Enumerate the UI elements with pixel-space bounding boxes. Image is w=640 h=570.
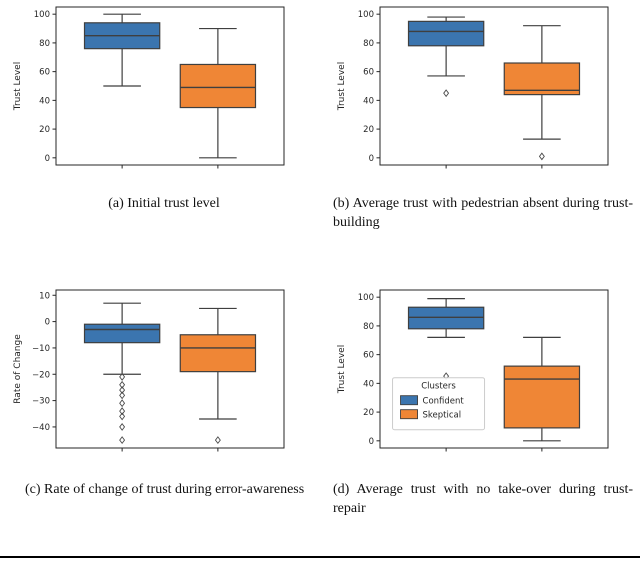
y-axis-label: Trust Level <box>337 345 347 394</box>
y-tick-label: 60 <box>363 68 374 78</box>
y-tick-label: 0 <box>369 437 374 447</box>
y-axis-label: Rate of Change <box>13 334 23 404</box>
outlier-diamond-confident <box>119 436 126 445</box>
outlier-diamond-skeptical <box>214 436 221 445</box>
outlier-diamond-confident <box>119 391 126 400</box>
y-tick-label: 80 <box>363 39 374 49</box>
boxplot-trust-no-takeover: 0 20 40 60 80 100 Trust Level Clusters Confident… <box>337 289 609 452</box>
y-tick-label: 20 <box>363 408 374 418</box>
y-tick-label: 20 <box>363 125 374 135</box>
outlier-diamond-confident <box>119 372 126 381</box>
y-tick-label: 60 <box>363 351 374 361</box>
y-axis-label: Trust Level <box>337 62 347 111</box>
outlier-diamond-confident <box>443 89 450 98</box>
outlier-diamond-confident <box>119 412 126 421</box>
outlier-diamond-confident <box>119 386 126 395</box>
legend-swatch-confident <box>400 395 418 406</box>
page-bottom-rule <box>0 556 640 558</box>
y-tick-label: 0 <box>45 154 50 164</box>
outlier-diamond-confident <box>119 399 126 408</box>
y-tick-label: −40 <box>32 423 50 433</box>
y-tick-label: 100 <box>358 10 374 20</box>
y-tick-label: 10 <box>39 291 50 301</box>
plot-frame <box>55 289 285 449</box>
y-tick-label: 40 <box>363 379 374 389</box>
y-tick-label: 0 <box>369 154 374 164</box>
y-tick-label: 100 <box>34 10 50 20</box>
y-tick-label: −20 <box>32 370 50 380</box>
legend-swatch-skeptical <box>400 409 418 420</box>
y-tick-label: 80 <box>363 322 374 332</box>
box-skeptical <box>503 365 581 429</box>
y-tick-label: 40 <box>39 96 50 106</box>
y-tick-label: 60 <box>39 68 50 78</box>
outlier-diamond-confident <box>119 380 126 389</box>
y-axis-label: Trust Level <box>13 62 23 111</box>
caption-c: (c) Rate of change of trust during error… <box>25 482 305 497</box>
y-tick-label: −30 <box>32 397 50 407</box>
plot-frame <box>55 6 285 166</box>
box-confident <box>407 306 485 330</box>
outlier-diamond-skeptical <box>538 152 545 161</box>
y-tick-label: 20 <box>39 125 50 135</box>
caption-a: (a) Initial trust level <box>108 196 220 211</box>
y-tick-label: 40 <box>363 96 374 106</box>
box-confident <box>407 20 485 47</box>
boxplot-trust-pedestrian-absent: 0 20 40 60 80 100 Trust Level <box>337 6 609 169</box>
box-confident <box>83 323 161 344</box>
outlier-diamond-confident <box>119 407 126 416</box>
plot-frame <box>379 289 609 449</box>
y-tick-label: 80 <box>39 39 50 49</box>
y-tick-label: 0 <box>45 318 50 328</box>
y-tick-label: 100 <box>358 293 374 303</box>
plot-frame <box>379 6 609 166</box>
legend-label-skeptical: Skeptical <box>423 411 462 421</box>
legend-label-confident: Confident <box>423 397 465 407</box>
subplot-a: 0 20 40 60 80 100 Trust Level <box>6 2 291 179</box>
subplot-c: 10 0 −10 −20 −30 −40 Rate of Change <box>6 285 291 462</box>
boxplot-initial-trust: 0 20 40 60 80 100 Trust Level <box>13 6 285 169</box>
caption-d: (d) Average trust with no take-over duri… <box>333 482 633 517</box>
boxplot-rate-of-change: 10 0 −10 −20 −30 −40 Rate of Change <box>13 289 285 452</box>
box-skeptical <box>503 62 581 96</box>
subplot-b: 0 20 40 60 80 100 Trust Level <box>330 2 615 179</box>
subplot-d: 0 20 40 60 80 100 Trust Level Clusters Confident… <box>330 285 615 462</box>
y-tick-label: −10 <box>32 344 50 354</box>
box-skeptical <box>179 63 257 109</box>
box-skeptical <box>179 334 257 373</box>
legend-title: Clusters <box>421 382 456 392</box>
caption-b: (b) Average trust with pedestrian absent… <box>333 196 633 231</box>
outlier-diamond-confident <box>119 422 126 431</box>
